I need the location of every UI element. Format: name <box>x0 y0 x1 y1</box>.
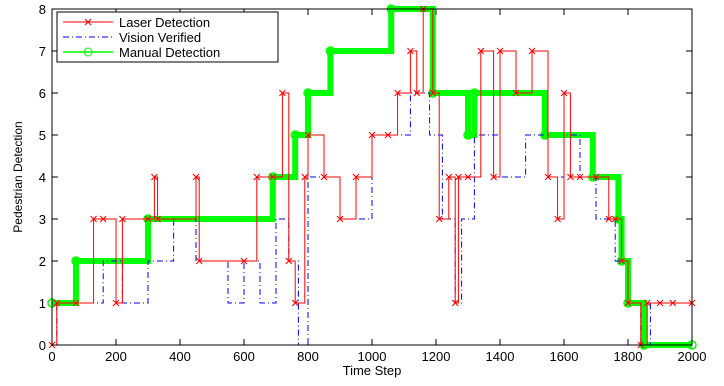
marker <box>285 257 293 265</box>
marker <box>451 299 459 307</box>
marker <box>112 299 120 307</box>
marker <box>429 89 437 97</box>
marker <box>253 173 261 181</box>
marker <box>643 299 651 307</box>
marker <box>567 173 574 181</box>
marker <box>528 47 536 55</box>
marker <box>90 215 97 223</box>
legend-label: Vision Verified <box>119 30 201 45</box>
marker <box>71 256 81 266</box>
y-tick-label: 6 <box>39 86 46 101</box>
marker <box>656 299 664 307</box>
marker <box>669 299 677 307</box>
marker <box>279 89 286 97</box>
marker <box>463 130 473 140</box>
marker <box>435 215 443 223</box>
marker <box>269 173 277 181</box>
legend-marker <box>84 18 92 26</box>
marker <box>490 173 497 181</box>
y-tick-label: 8 <box>39 2 46 17</box>
marker <box>119 215 126 223</box>
marker <box>592 173 600 181</box>
marker <box>368 131 376 139</box>
marker <box>301 173 309 181</box>
marker <box>512 89 520 97</box>
marker <box>413 89 421 97</box>
axes-box <box>51 8 693 346</box>
marker <box>445 173 453 181</box>
x-tick-label: 1000 <box>358 349 387 364</box>
marker <box>464 173 472 181</box>
x-tick-label: 200 <box>105 349 127 364</box>
marker <box>576 173 584 181</box>
marker <box>496 47 504 55</box>
marker <box>455 173 462 181</box>
x-tick-label: 2000 <box>678 349 707 364</box>
marker <box>407 47 414 55</box>
marker <box>384 131 392 139</box>
x-tick-label: 1800 <box>614 349 643 364</box>
marker <box>618 257 625 265</box>
marker <box>624 299 632 307</box>
marker <box>544 173 552 181</box>
y-tick-label: 4 <box>39 170 46 185</box>
y-tick-label: 1 <box>39 296 46 311</box>
x-tick-label: 400 <box>169 349 191 364</box>
y-tick-label: 7 <box>39 44 46 59</box>
legend-marker <box>83 47 93 57</box>
x-tick-label: 600 <box>233 349 255 364</box>
x-tick-label: 1600 <box>550 349 579 364</box>
marker <box>53 299 61 307</box>
marker <box>611 215 619 223</box>
x-tick-label: 1200 <box>422 349 451 364</box>
marker <box>352 173 360 181</box>
marker <box>291 299 299 307</box>
y-axis-label: Pedestrian Detection <box>11 121 25 232</box>
x-tick-label: 1400 <box>486 349 515 364</box>
series-line <box>52 8 692 346</box>
y-tick-label: 2 <box>39 254 46 269</box>
marker <box>192 173 200 181</box>
marker <box>99 215 107 223</box>
legend-label: Manual Detection <box>119 45 220 60</box>
marker <box>304 131 312 139</box>
marker <box>72 299 80 307</box>
legend-label: Laser Detection <box>119 15 210 30</box>
marker <box>290 130 300 140</box>
marker <box>325 46 336 56</box>
x-axis-label: Time Step <box>343 363 402 378</box>
marker <box>469 88 480 98</box>
marker <box>303 88 313 98</box>
marker <box>240 257 248 265</box>
x-tick-label: 0 <box>48 349 55 364</box>
y-tick-label: 3 <box>39 212 46 227</box>
marker <box>154 215 161 223</box>
marker <box>336 215 344 223</box>
marker <box>195 257 203 265</box>
marker <box>477 47 485 55</box>
marker <box>151 173 158 181</box>
y-tick-label: 5 <box>39 128 46 143</box>
marker <box>560 89 568 97</box>
marker <box>320 173 328 181</box>
marker <box>554 215 561 223</box>
marker <box>605 215 613 223</box>
marker <box>144 215 152 223</box>
y-tick-label: 0 <box>39 338 46 353</box>
x-tick-label: 800 <box>297 349 319 364</box>
marker <box>394 89 401 97</box>
